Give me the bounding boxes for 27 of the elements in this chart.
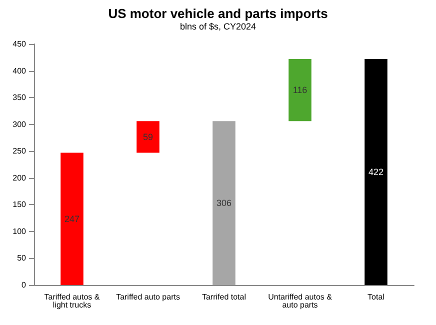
data-label: 306 — [216, 198, 232, 208]
x-tick-label: Untariffed autos & auto parts — [268, 292, 333, 310]
y-tick-label: 0 — [22, 280, 27, 290]
y-tick-label: 350 — [12, 93, 27, 102]
y-tick-label: 200 — [12, 173, 27, 182]
y-tick-label: 300 — [12, 120, 27, 129]
data-label: 116 — [292, 85, 308, 96]
y-tick-label: 450 — [12, 40, 27, 48]
x-tick-label: Tariffed auto parts — [116, 292, 180, 302]
bar — [288, 58, 312, 122]
y-tick-label: 250 — [12, 146, 27, 156]
y-tick-label: 150 — [12, 200, 27, 210]
x-tick-label: Total — [368, 292, 385, 302]
chart-subtitle: blns of $s, CY2024 — [180, 22, 256, 32]
chart-title: US motor vehicle and parts imports — [108, 6, 328, 21]
x-tick-label: Tariffed autos & light trucks — [44, 292, 100, 310]
y-tick-label: 400 — [12, 66, 27, 76]
data-label: 422 — [368, 167, 384, 177]
data-label: 247 — [64, 214, 80, 224]
x-tick-label: Tarrifed total — [202, 292, 246, 302]
bar — [60, 152, 84, 285]
y-tick-label: 50 — [17, 254, 27, 263]
data-label: 59 — [142, 132, 154, 142]
bar — [212, 121, 236, 285]
bar — [136, 121, 160, 153]
y-tick-label: 100 — [12, 226, 27, 236]
bar — [364, 58, 388, 285]
